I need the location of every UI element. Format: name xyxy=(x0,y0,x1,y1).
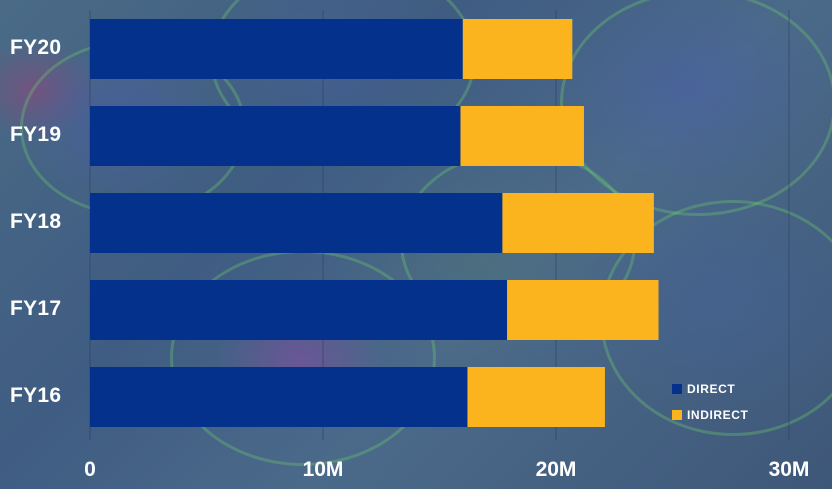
x-tick-label: 20M xyxy=(535,458,577,481)
x-tick-label: 0 xyxy=(84,458,96,481)
legend-swatch-indirect xyxy=(672,410,682,420)
bar-direct-fy19 xyxy=(90,106,461,166)
bar-indirect-fy20 xyxy=(462,19,573,79)
bar-direct-fy17 xyxy=(90,280,508,340)
legend: DIRECT INDIRECT xyxy=(672,376,748,428)
category-label: FY20 xyxy=(10,36,62,59)
bar-indirect-fy16 xyxy=(467,367,605,427)
bars xyxy=(90,19,659,427)
category-label: FY18 xyxy=(10,210,62,233)
bar-indirect-fy18 xyxy=(502,193,654,253)
legend-label-indirect: INDIRECT xyxy=(687,408,749,422)
x-tick-label: 10M xyxy=(302,458,344,481)
bar-indirect-fy17 xyxy=(507,280,659,340)
bar-direct-fy16 xyxy=(90,367,468,427)
bar-direct-fy18 xyxy=(90,193,503,253)
category-label: FY16 xyxy=(10,384,62,407)
bar-indirect-fy19 xyxy=(460,106,584,166)
category-label: FY17 xyxy=(10,297,62,320)
legend-item-indirect: INDIRECT xyxy=(672,402,748,428)
bar-direct-fy20 xyxy=(90,19,463,79)
legend-swatch-direct xyxy=(672,384,682,394)
legend-label-direct: DIRECT xyxy=(687,382,736,396)
category-label: FY19 xyxy=(10,123,62,146)
legend-item-direct: DIRECT xyxy=(672,376,748,402)
x-tick-label: 30M xyxy=(768,458,810,481)
